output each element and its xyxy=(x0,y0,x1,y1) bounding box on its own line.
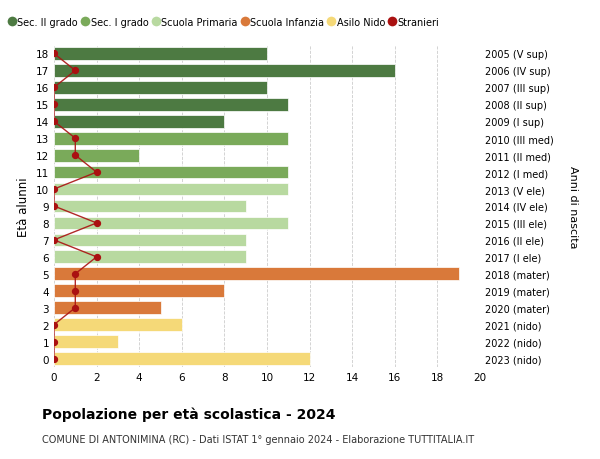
Point xyxy=(49,321,59,329)
Point xyxy=(71,270,80,278)
Point xyxy=(92,169,101,176)
Bar xyxy=(54,336,118,348)
Bar xyxy=(54,48,267,61)
Point xyxy=(92,220,101,227)
Bar xyxy=(54,302,161,314)
Legend: Sec. II grado, Sec. I grado, Scuola Primaria, Scuola Infanzia, Asilo Nido, Stran: Sec. II grado, Sec. I grado, Scuola Prim… xyxy=(5,14,443,32)
Point xyxy=(71,67,80,75)
Point xyxy=(49,118,59,126)
Point xyxy=(71,287,80,295)
Bar xyxy=(54,251,246,263)
Point xyxy=(49,237,59,244)
Bar xyxy=(54,65,395,78)
Point xyxy=(49,84,59,92)
Point xyxy=(92,254,101,261)
Bar xyxy=(54,353,310,365)
Bar xyxy=(54,234,246,246)
Bar xyxy=(54,116,224,129)
Bar xyxy=(54,285,224,297)
Point xyxy=(71,152,80,159)
Y-axis label: Anni di nascita: Anni di nascita xyxy=(568,165,577,248)
Bar xyxy=(54,166,289,179)
Bar xyxy=(54,217,289,230)
Bar xyxy=(54,133,289,145)
Y-axis label: Età alunni: Età alunni xyxy=(17,177,31,236)
Point xyxy=(49,355,59,363)
Bar xyxy=(54,200,246,213)
Point xyxy=(49,186,59,193)
Bar xyxy=(54,183,289,196)
Point xyxy=(49,338,59,346)
Text: COMUNE DI ANTONIMINA (RC) - Dati ISTAT 1° gennaio 2024 - Elaborazione TUTTITALIA: COMUNE DI ANTONIMINA (RC) - Dati ISTAT 1… xyxy=(42,434,474,444)
Bar xyxy=(54,99,289,112)
Point xyxy=(49,101,59,109)
Point xyxy=(71,135,80,143)
Point xyxy=(71,304,80,312)
Point xyxy=(49,203,59,210)
Bar xyxy=(54,150,139,162)
Bar xyxy=(54,82,267,95)
Bar xyxy=(54,268,459,280)
Bar xyxy=(54,319,182,331)
Point xyxy=(49,50,59,58)
Text: Popolazione per età scolastica - 2024: Popolazione per età scolastica - 2024 xyxy=(42,406,335,421)
